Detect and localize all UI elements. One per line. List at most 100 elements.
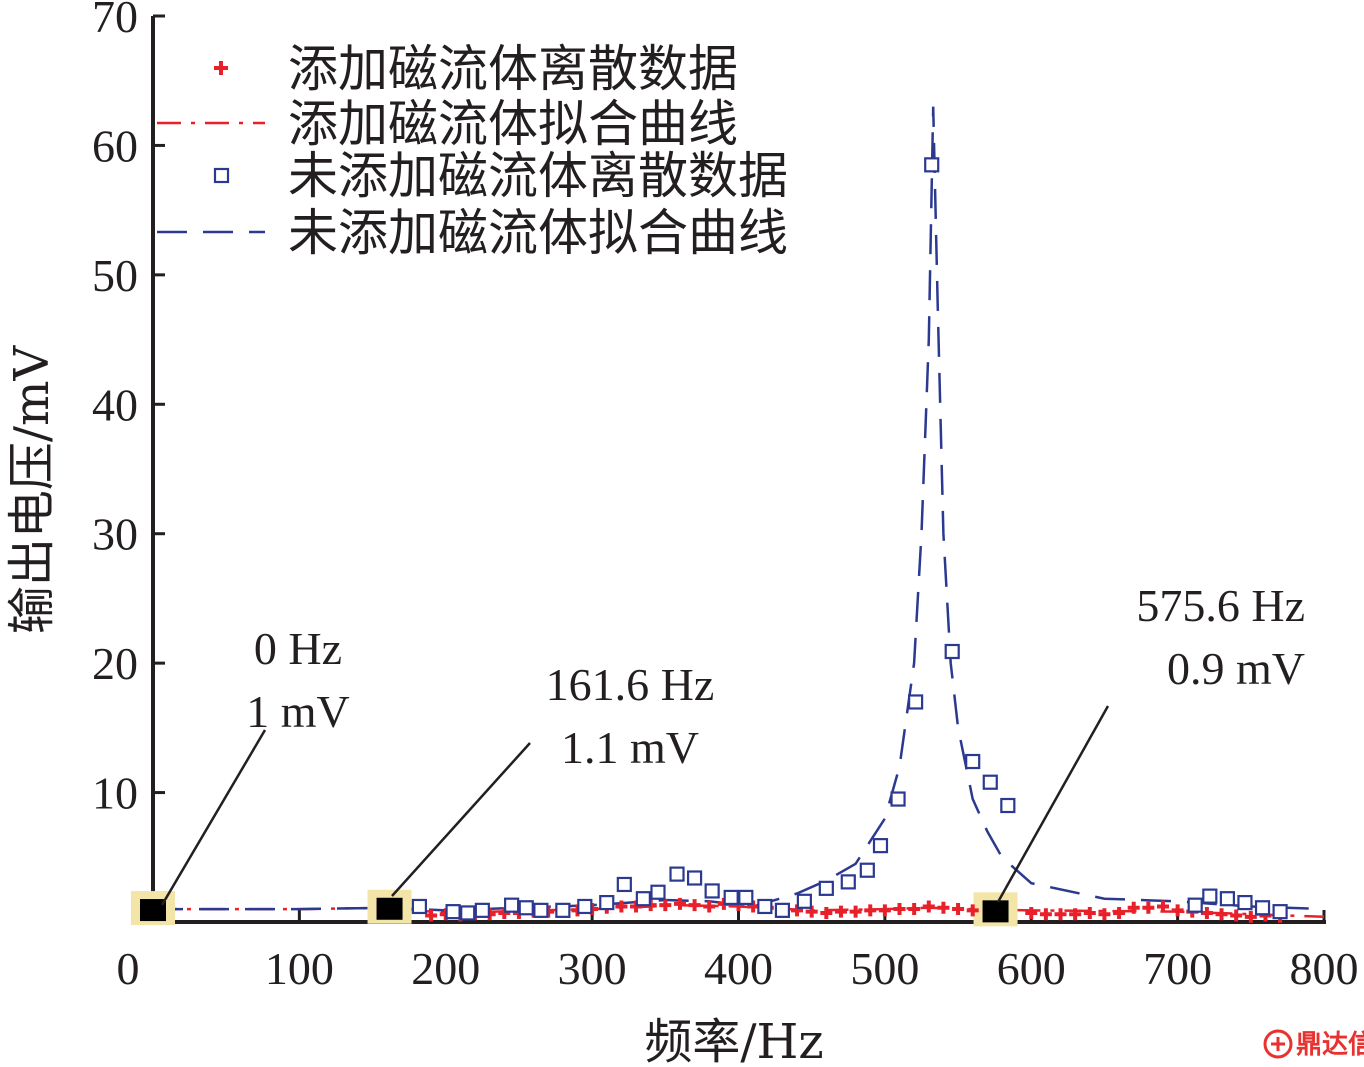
data-point-square: [982, 774, 998, 790]
data-point-square: [445, 904, 461, 920]
watermark-text: 鼎达信: [1296, 1030, 1364, 1060]
data-point-square: [669, 866, 685, 882]
data-point-square: [723, 889, 739, 906]
x-tick-label: 700: [1143, 943, 1212, 994]
data-point-plus: [849, 905, 862, 918]
data-point-plus: [1054, 908, 1067, 921]
watermark: 鼎达信: [1263, 1029, 1364, 1060]
data-point-square: [818, 880, 834, 896]
x-tick-label: 100: [265, 943, 334, 994]
data-point-plus: [908, 903, 921, 916]
data-point-plus: [1142, 901, 1155, 914]
data-point-square: [738, 889, 754, 906]
data-point-plus: [615, 900, 628, 913]
data-point-square: [1254, 900, 1271, 916]
data-point-plus: [966, 904, 979, 917]
data-point-square: [650, 884, 666, 900]
data-point-plus: [1069, 908, 1082, 921]
data-point-square: [944, 643, 960, 660]
data-point-plus: [425, 909, 438, 922]
annotation-voltage: 1.1 mV: [561, 722, 699, 773]
data-point-square: [1219, 891, 1235, 907]
annotation-leader: [391, 742, 531, 897]
data-point-square: [704, 883, 720, 899]
x-tick-label: 200: [411, 943, 480, 994]
data-point-square: [616, 876, 632, 893]
data-point-square: [1237, 894, 1253, 911]
highlight-markers: [131, 889, 1018, 927]
data-point-square: [908, 694, 924, 710]
data-point-square: [859, 862, 875, 878]
legend-label: 添加磁流体拟合曲线: [288, 95, 738, 153]
marker-point: [376, 897, 403, 920]
data-point-square: [635, 891, 651, 907]
data-point-square: [599, 894, 615, 911]
legend-label: 未添加磁流体拟合曲线: [288, 204, 788, 262]
data-point-square: [686, 870, 703, 886]
dingdaxin-logo-glyph: [1271, 1037, 1285, 1051]
data-point-plus: [952, 903, 965, 916]
data-point-plus: [1039, 908, 1052, 921]
annotation-frequency: 575.6 Hz: [1136, 580, 1305, 631]
data-point-square: [411, 898, 428, 915]
dingdaxin-logo-icon: [1263, 1029, 1293, 1059]
annotation-frequency: 0 Hz: [254, 623, 342, 674]
data-point-square: [872, 838, 889, 854]
data-point-plus: [864, 904, 877, 917]
y-tick-label: 60: [92, 120, 138, 171]
y-tick-label: 70: [92, 0, 138, 42]
marker-point: [982, 900, 1009, 923]
data-point-plus: [703, 900, 716, 913]
x-tick-label: 800: [1290, 943, 1359, 994]
data-point-plus: [878, 904, 891, 917]
data-point-square: [460, 905, 476, 921]
data-point-square: [474, 902, 490, 918]
data-point-square: [577, 898, 593, 915]
data-point-plus: [1215, 908, 1228, 921]
data-points: [411, 157, 1288, 923]
data-point-plus: [834, 905, 847, 918]
x-tick-label: 0: [117, 943, 140, 994]
data-point-square: [518, 900, 534, 916]
data-point-plus: [922, 900, 935, 913]
legend-swatch: [213, 167, 230, 184]
x-tick-label: 500: [850, 943, 919, 994]
x-tick-label: 400: [704, 943, 773, 994]
annotations: 0 Hz 1 mV 161.6 Hz 1.1 mV 575.6 Hz 0.9 mV: [160, 580, 1305, 906]
data-point-plus: [673, 897, 686, 910]
y-tick-label: 50: [92, 250, 138, 301]
data-point-square: [840, 874, 856, 890]
data-point-square: [774, 902, 791, 918]
data-point-square: [1187, 897, 1203, 913]
x-tick-label: 600: [997, 943, 1066, 994]
data-point-square: [533, 902, 549, 918]
annotation-frequency: 161.6 Hz: [546, 659, 715, 710]
x-tick-label: 300: [558, 943, 627, 994]
data-point-plus: [937, 901, 950, 914]
data-point-plus: [1230, 909, 1243, 922]
data-point-plus: [688, 899, 701, 912]
y-tick-label: 40: [92, 379, 138, 430]
data-point-square: [924, 157, 940, 173]
data-point-square: [504, 897, 520, 913]
data-point-plus: [1083, 906, 1096, 919]
data-point-plus: [1171, 904, 1184, 917]
data-point-square: [757, 898, 773, 915]
y-tick-label: 20: [92, 638, 138, 689]
data-point-plus: [893, 903, 906, 916]
legend-swatch: [214, 61, 228, 75]
legend-label: 添加磁流体离散数据: [288, 40, 738, 98]
data-point-square: [1202, 888, 1218, 904]
marker-point: [140, 899, 166, 922]
y-axis-title: 输出电压/mV: [4, 344, 60, 634]
ticks: 0 100 200 300 400 500 600 700 800 10 20 30 40 50 60 70: [92, 0, 1359, 994]
annotation-leader: [160, 729, 267, 906]
data-point-square: [1272, 904, 1288, 920]
y-tick-label: 10: [92, 768, 138, 819]
data-point-plus: [1113, 906, 1126, 919]
data-point-plus: [659, 899, 672, 912]
y-tick-label: 30: [92, 509, 138, 560]
data-point-plus: [1025, 906, 1038, 919]
